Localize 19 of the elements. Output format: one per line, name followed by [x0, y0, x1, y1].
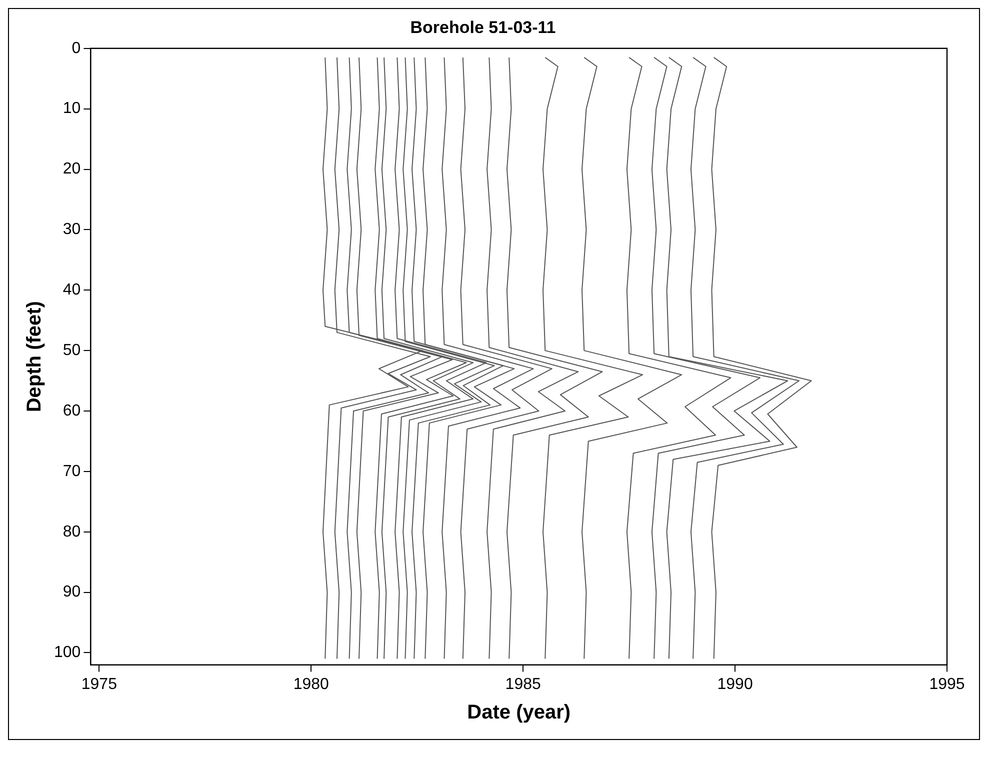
x-tick-label: 1995 — [929, 676, 965, 693]
y-tick-label: 40 — [62, 282, 81, 299]
y-tick-label: 0 — [72, 40, 81, 57]
x-tick-label: 1975 — [81, 676, 118, 693]
y-tick-label: 50 — [62, 342, 81, 359]
x-tick-label: 1985 — [505, 676, 541, 693]
y-tick-label: 30 — [62, 221, 81, 238]
y-tick-label: 70 — [62, 462, 81, 480]
y-axis-title: Depth (feet) — [24, 301, 46, 412]
y-tick-label: 10 — [62, 100, 81, 118]
y-tick-label: 20 — [62, 160, 81, 178]
y-tick-label: 100 — [54, 644, 81, 662]
y-tick-label: 60 — [62, 402, 81, 420]
y-tick-label: 80 — [62, 523, 81, 540]
x-tick-label: 1990 — [717, 676, 753, 693]
x-tick-label: 1980 — [293, 676, 330, 693]
x-axis-title: Date (year) — [467, 702, 571, 724]
chart-title: Borehole 51-03-11 — [410, 18, 556, 37]
y-tick-label: 90 — [62, 584, 81, 601]
